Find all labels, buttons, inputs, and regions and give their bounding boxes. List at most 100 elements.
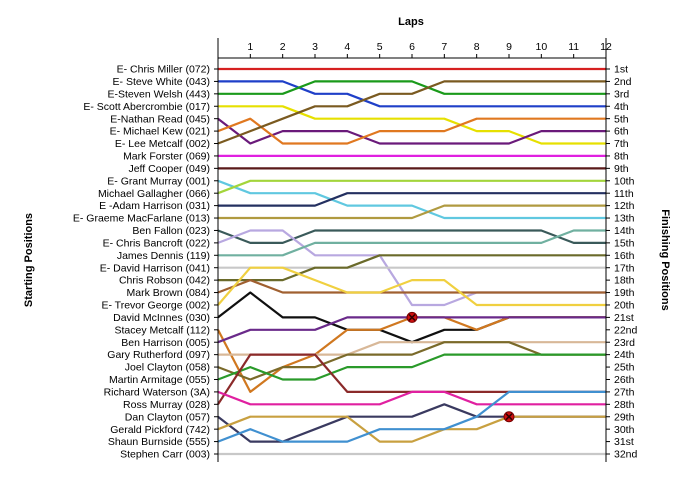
finishing-position-label: 26th — [614, 374, 635, 386]
series-line-7 — [217, 80, 606, 145]
starting-position-label: James Dennis (119) — [117, 250, 210, 262]
finishing-position-label: 24th — [614, 349, 635, 361]
starting-position-label: Ross Murray (028) — [123, 399, 210, 411]
starting-position-label: E-Nathan Read (045) — [110, 113, 210, 125]
finishing-position-label: 16th — [614, 250, 635, 262]
x-tick-label: 2 — [280, 41, 286, 53]
series-line-31 — [217, 390, 606, 443]
axes — [217, 38, 607, 462]
finishing-position-label: 9th — [614, 163, 629, 175]
starting-position-label: E- Chris Miller (072) — [117, 64, 210, 76]
finishing-position-label: 8th — [614, 151, 629, 163]
series-line-16 — [218, 229, 606, 257]
starting-position-label: Mark Forster (069) — [123, 151, 210, 163]
series-line-24 — [218, 341, 606, 356]
series-line-3 — [218, 80, 606, 95]
finishing-position-label: 32nd — [614, 449, 638, 461]
series-line-20 — [217, 266, 606, 307]
series-line-2 — [218, 80, 606, 108]
retirement-markers — [406, 311, 515, 423]
finishing-position-label: 20th — [614, 300, 635, 312]
finishing-position-labels: 1st2nd3rd4th5th6th7th8th9th10th11th12th1… — [606, 64, 638, 461]
series-line-30 — [217, 415, 606, 443]
starting-position-label: E- Chris Bancroft (022) — [103, 237, 210, 249]
finishing-position-label: 15th — [614, 237, 635, 249]
series-line-27 — [217, 353, 606, 405]
starting-position-label: E- Steve White (043) — [113, 76, 210, 88]
starting-position-labels: E- Chris Miller (072)E- Steve White (043… — [73, 64, 218, 461]
starting-position-label: Joel Clayton (058) — [125, 362, 210, 374]
starting-position-label: Richard Waterson (3A) — [104, 387, 210, 399]
x-tick-label: 9 — [506, 41, 512, 53]
x-tick-label: 11 — [568, 41, 579, 53]
starting-position-label: E- Trevor George (002) — [101, 300, 210, 312]
finishing-position-label: 29th — [614, 411, 635, 423]
right-axis-title: Finishing Positions — [659, 209, 671, 310]
finishing-position-label: 3rd — [614, 88, 629, 100]
starting-position-label: Shaun Burnside (555) — [108, 436, 210, 448]
finishing-position-label: 21st — [614, 312, 634, 324]
finishing-position-label: 28th — [614, 399, 635, 411]
finishing-position-label: 31st — [614, 436, 634, 448]
series-line-11 — [217, 179, 606, 195]
finishing-position-label: 30th — [614, 424, 635, 436]
finishing-position-label: 6th — [614, 126, 629, 138]
starting-position-label: Martin Armitage (055) — [109, 374, 210, 386]
x-axis-ticks: 1 2 3 4 5 6 7 8 9 10 11 12 — [247, 41, 612, 58]
series-line-26 — [217, 353, 606, 381]
starting-position-label: Jeff Cooper (049) — [128, 163, 210, 175]
starting-position-label: Gary Rutherford (097) — [107, 349, 210, 361]
starting-position-label: Stephen Carr (003) — [120, 449, 210, 461]
starting-position-label: David McInnes (030) — [113, 312, 210, 324]
finishing-position-label: 1st — [614, 64, 628, 76]
series-line-14 — [217, 229, 606, 244]
starting-position-label: E- Grant Murray (001) — [107, 175, 210, 187]
finishing-position-label: 13th — [614, 213, 635, 225]
series-line-18 — [218, 254, 606, 282]
x-tick-label: 8 — [474, 41, 480, 53]
x-tick-label: 6 — [409, 41, 415, 53]
left-axis-title: Starting Positions — [23, 213, 35, 307]
starting-position-label: E- Michael Kew (021) — [110, 126, 210, 138]
starting-position-label: Stacey Metcalf (112) — [114, 324, 210, 336]
finishing-position-label: 27th — [614, 387, 635, 399]
finishing-position-label: 17th — [614, 262, 635, 274]
starting-position-label: Gerald Pickford (742) — [110, 424, 210, 436]
finishing-position-label: 2nd — [614, 76, 632, 88]
finishing-position-label: 23rd — [614, 337, 635, 349]
series-line-4 — [218, 105, 606, 145]
starting-position-label: Dan Clayton (057) — [125, 411, 210, 423]
starting-position-label: E- Lee Metcalf (002) — [115, 138, 210, 150]
retirement-marker — [503, 411, 515, 423]
x-tick-label: 4 — [344, 41, 350, 53]
x-tick-label: 3 — [312, 41, 318, 53]
starting-position-label: Chris Robson (042) — [119, 275, 210, 287]
series-line-29 — [217, 403, 606, 443]
finishing-position-label: 11th — [614, 188, 634, 200]
finishing-position-label: 5th — [614, 113, 629, 125]
x-tick-label: 7 — [441, 41, 447, 53]
x-tick-label: 1 — [247, 41, 253, 53]
starting-position-label: Mark Brown (084) — [127, 287, 210, 299]
finishing-position-label: 12th — [614, 200, 635, 212]
finishing-position-label: 7th — [614, 138, 629, 150]
starting-position-label: Ben Fallon (023) — [132, 225, 210, 237]
starting-position-label: E- Scott Abercrombie (017) — [83, 101, 210, 113]
series-lines — [217, 67, 606, 456]
finishing-position-label: 18th — [614, 275, 635, 287]
finishing-position-label: 22nd — [614, 324, 638, 336]
starting-position-label: E- Graeme MacFarlane (013) — [73, 213, 210, 225]
x-axis-title: Laps — [398, 16, 424, 28]
series-line-25 — [217, 341, 606, 381]
series-line-10 — [217, 179, 606, 220]
starting-position-label: E- David Harrison (041) — [100, 262, 210, 274]
x-tick-label: 10 — [535, 41, 547, 53]
starting-position-label: Michael Gallagher (066) — [98, 188, 210, 200]
starting-position-label: E-Steven Welsh (443) — [107, 88, 210, 100]
finishing-position-label: 19th — [614, 287, 635, 299]
series-line-6 — [217, 117, 606, 145]
finishing-position-label: 14th — [614, 225, 635, 237]
retirement-marker — [406, 311, 418, 323]
series-line-13 — [218, 204, 606, 220]
